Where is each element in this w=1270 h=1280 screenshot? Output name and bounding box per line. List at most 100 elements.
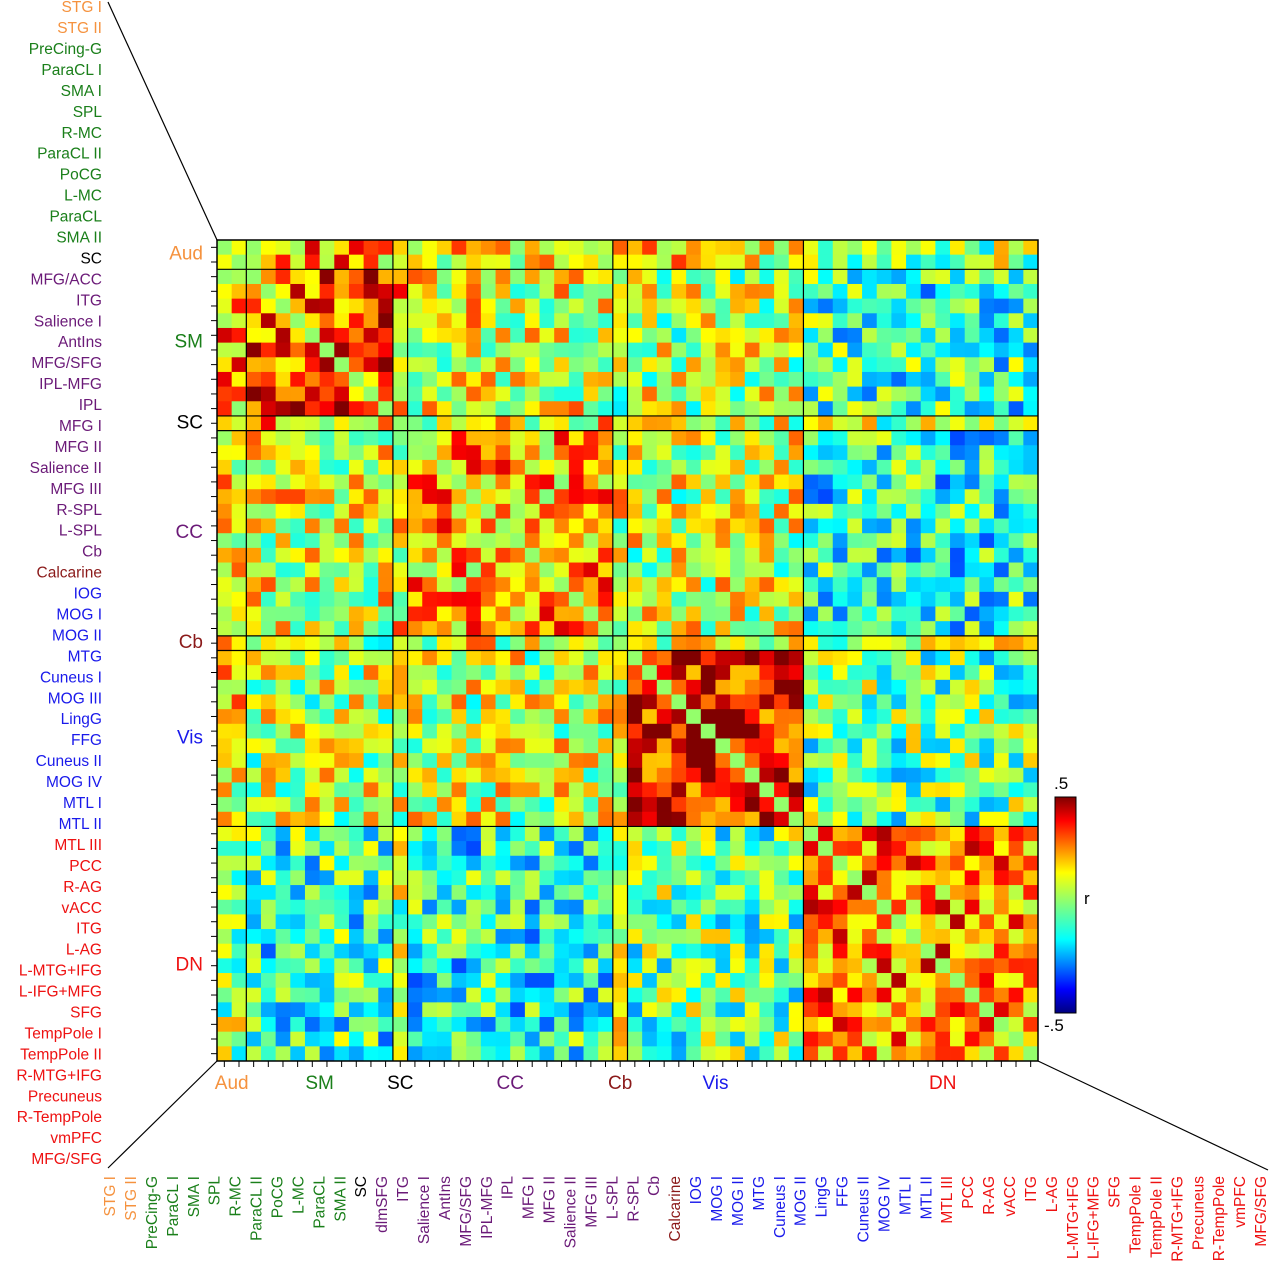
heatmap-cell [392,855,408,871]
heatmap-cell [818,577,834,593]
heatmap-cell [788,679,804,695]
heatmap-cell [598,635,614,651]
heatmap-cell [612,547,628,563]
heatmap-cell [451,386,467,402]
heatmap-cell [378,1031,394,1047]
heatmap-cell [686,885,702,901]
heatmap-cell [935,826,951,842]
heatmap-cell [803,327,819,344]
heatmap-cell [466,386,482,402]
heatmap-cell [847,269,863,285]
heatmap-cell [715,577,731,593]
heatmap-cell [392,342,408,358]
heatmap-cell [876,459,892,475]
heatmap-cell [964,386,980,402]
column-label: Salience I [416,1176,433,1244]
heatmap-cell [217,459,233,475]
heatmap-cell [788,635,804,651]
heatmap-cell [392,899,408,915]
heatmap-cell [392,298,408,314]
heatmap-cell [979,562,995,578]
heatmap-cell [891,591,907,607]
heatmap-cell [891,885,907,901]
heatmap-cell [407,342,423,358]
heatmap-cell [642,313,658,329]
heatmap-cell [715,562,731,578]
heatmap-cell [422,694,438,710]
heatmap-cell [495,870,511,886]
heatmap-cell [920,709,936,725]
heatmap-cell [862,1002,878,1018]
heatmap-cell [759,635,775,651]
heatmap-cell [759,738,775,754]
heatmap-cell [495,386,511,402]
heatmap-cell [348,958,365,974]
heatmap-cell [906,401,922,417]
heatmap-cell [803,679,819,695]
heatmap-cell [891,1002,907,1018]
heatmap-cell [847,973,863,989]
heatmap-cell [950,1031,966,1047]
heatmap-cell [495,811,511,827]
heatmap-cell [803,591,819,607]
heatmap-cell [730,269,746,285]
heatmap-cell [231,855,247,871]
heatmap-cell [290,738,306,754]
heatmap-cell [598,518,614,534]
heatmap-cell [524,943,540,959]
heatmap-cell [891,753,907,769]
heatmap-cell [554,958,570,974]
heatmap-cell [627,782,643,798]
heatmap-cell [759,1046,775,1062]
heatmap-cell [730,738,746,754]
heatmap-cell [539,767,555,783]
heatmap-cell [700,885,716,901]
heatmap-cell [217,987,233,1003]
heatmap-cell [422,430,438,446]
heatmap-cell [275,635,291,651]
heatmap-cell [964,929,980,945]
heatmap-cell [290,313,306,329]
heatmap-cell [510,254,526,270]
heatmap-cell [862,298,878,314]
heatmap-cell [319,1002,335,1018]
heatmap-cell [744,489,760,505]
heatmap-cell [656,533,672,549]
heatmap-cell [495,401,511,417]
heatmap-cell [730,987,746,1003]
heatmap-cell [363,533,379,549]
heatmap-cell [466,621,482,637]
heatmap-cell [627,958,643,974]
heatmap-cell [847,987,863,1003]
heatmap-cell [627,899,643,915]
heatmap-cell [832,826,848,842]
heatmap-cell [906,240,922,256]
heatmap-cell [920,694,936,710]
heatmap-cell [935,621,951,637]
heatmap-cell [378,782,394,798]
row-label: MFG III [50,481,102,498]
heatmap-cell [378,621,394,637]
heatmap-cell [260,518,277,534]
heatmap-cell [920,489,936,505]
heatmap-cell [334,547,350,563]
heatmap-cell [217,474,233,490]
heatmap-cell [906,386,922,402]
heatmap-cell [862,459,878,475]
heatmap-cell [275,767,291,783]
heatmap-cell [744,401,760,417]
heatmap-cell [260,723,277,739]
heatmap-cell [260,254,277,270]
heatmap-cell [217,679,233,695]
heatmap-cell [642,240,658,256]
heatmap-cell [818,709,834,725]
heatmap-cell [422,914,438,930]
row-label: SPL [73,104,103,121]
heatmap-cell [686,870,702,886]
heatmap-cell [480,474,496,490]
heatmap-cell [964,489,980,505]
heatmap-cell [348,709,365,725]
heatmap-cell [979,327,995,344]
heatmap-cell [451,474,467,490]
heatmap-cell [480,914,496,930]
